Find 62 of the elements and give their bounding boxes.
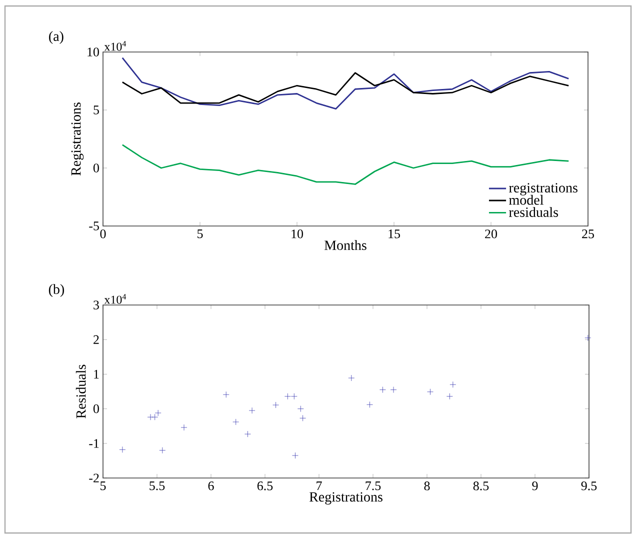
point bbox=[292, 452, 298, 459]
text: (a) bbox=[49, 31, 64, 44]
point bbox=[119, 446, 126, 453]
x-tick-label: 8.5 bbox=[473, 482, 489, 490]
point bbox=[450, 381, 456, 388]
y-tick-label: -2 bbox=[89, 474, 99, 482]
point bbox=[290, 393, 298, 400]
point bbox=[222, 391, 230, 398]
x-tick-label: 9 bbox=[532, 482, 538, 490]
line-series bbox=[122, 57, 570, 110]
point bbox=[272, 402, 279, 408]
text: x10$^{4}$ bbox=[104, 294, 126, 304]
y-tick-label: -1 bbox=[89, 439, 99, 448]
point bbox=[584, 334, 592, 342]
y-tick-label: 2 bbox=[94, 335, 99, 344]
point bbox=[232, 418, 240, 426]
y-tick-label: 3 bbox=[94, 300, 99, 310]
x-tick-label: 7.5 bbox=[366, 482, 381, 490]
point bbox=[300, 414, 306, 422]
x-tick-label: 6.5 bbox=[257, 482, 273, 490]
legend-label: residuals bbox=[509, 207, 558, 217]
x-tick-label: 7 bbox=[316, 482, 322, 490]
point bbox=[147, 414, 154, 420]
point bbox=[380, 386, 386, 393]
point bbox=[427, 388, 434, 396]
x-tick-label: 5.5 bbox=[150, 482, 165, 490]
y-axis-title: Residuals bbox=[76, 364, 86, 418]
x-tick-label: 25 bbox=[582, 230, 594, 238]
point bbox=[180, 424, 188, 431]
x-tick-label: 5 bbox=[100, 482, 106, 490]
x-tick-label: 8 bbox=[424, 482, 430, 490]
y-tick-label: 1 bbox=[94, 370, 99, 378]
text: x10$^{4}$ bbox=[104, 41, 126, 51]
x-tick-label: 15 bbox=[388, 230, 400, 238]
point bbox=[244, 430, 251, 438]
point bbox=[366, 401, 373, 408]
point bbox=[446, 393, 453, 400]
x-tick-label: 20 bbox=[485, 230, 498, 238]
y-axis-title: Registrations bbox=[71, 102, 84, 176]
legend-label: model bbox=[509, 194, 544, 205]
x-tick-label: 0 bbox=[100, 230, 106, 238]
x-tick-label: 9.5 bbox=[581, 482, 597, 490]
point bbox=[390, 386, 397, 393]
y-tick-label: 10 bbox=[88, 48, 99, 56]
point bbox=[154, 410, 162, 416]
y-tick-label: 0 bbox=[93, 164, 99, 172]
point bbox=[152, 414, 158, 420]
point bbox=[248, 407, 256, 414]
y-tick-label: 0 bbox=[93, 404, 99, 414]
point bbox=[297, 406, 304, 412]
x-tick-label: 6 bbox=[208, 482, 214, 490]
y-tick-label: -5 bbox=[89, 222, 99, 230]
point bbox=[284, 393, 291, 400]
x-tick-label: 10 bbox=[292, 230, 304, 238]
y-tick-label: 5 bbox=[94, 106, 99, 114]
legend-label: registrations bbox=[509, 183, 578, 196]
text: (b) bbox=[48, 284, 64, 297]
x-axis-title: Months bbox=[324, 240, 366, 250]
x-tick-label: 5 bbox=[198, 230, 203, 238]
point bbox=[348, 374, 355, 382]
x-axis-title: Registrations bbox=[309, 492, 382, 505]
point bbox=[159, 447, 166, 454]
